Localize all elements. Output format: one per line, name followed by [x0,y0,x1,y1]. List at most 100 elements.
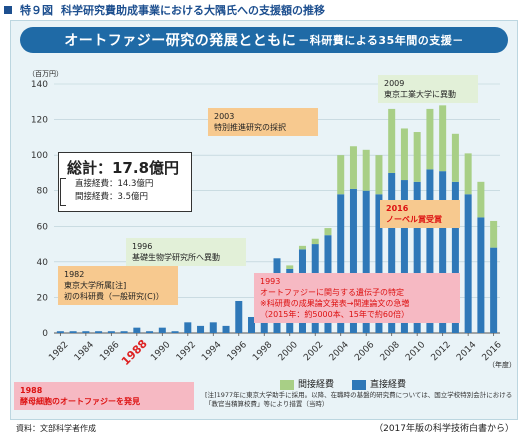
bar-indirect [324,228,332,236]
y-tick-label: 80 [37,187,49,197]
legend-direct: 直接経費 [352,377,406,390]
note-2009-year: 2009 [384,79,405,88]
bar-indirect [464,153,472,195]
bar-indirect [413,132,421,182]
bar-direct [451,181,459,333]
bar-indirect [362,149,370,191]
note-1996-year: 1996 [132,242,153,251]
bar-direct [388,172,396,333]
bar-direct [439,171,447,333]
bar-direct [362,190,370,333]
x-tick-label: 2000 [277,340,300,363]
bar-direct [158,327,166,333]
bar-indirect [426,108,434,170]
title-marker-icon [4,6,12,14]
bar-direct [69,331,77,333]
bar-indirect [388,108,396,173]
legend-indirect: 間接経費 [280,377,334,390]
note-1982-line2: 初の科研費（一般研究(C)） [64,292,164,301]
note-2009-line1: 東京工業大学に異動 [384,90,456,99]
bar-direct [95,331,103,333]
chart-banner: オートファジー研究の発展とともに －科研費による35年間の支援－ [20,27,508,53]
x-tick-label: 1990 [149,340,172,363]
y-tick-label: 0 [42,329,48,339]
x-tick-label: 1996 [226,340,249,363]
y-tick-label: 40 [37,258,49,268]
bar-direct [209,322,217,333]
note-2016: 2016 ノーベル賞受賞 [380,200,460,228]
bar-direct [426,169,434,333]
x-tick-label: 1984 [73,340,96,363]
bar-direct [222,325,230,333]
bar-indirect [349,146,357,189]
bar-direct [184,322,192,333]
bar-direct [171,331,179,333]
note-1982: 1982 東京大学所属[注] 初の科研費（一般研究(C)） [58,266,178,305]
y-axis-unit: （百万円） [28,70,63,78]
x-tick-label: 1982 [47,340,70,363]
note-1993: 1993 オートファジーに関与する遺伝子の特定 ※科研費の成果論文発表→関連論文… [254,273,460,323]
bar-indirect [298,245,306,250]
y-tick-label: 60 [37,222,49,232]
bar-indirect [311,238,319,245]
y-tick-label: 20 [37,293,49,303]
note-1996-line1: 基礎生物学研究所へ異動 [132,253,220,262]
note-2003-year: 2003 [214,112,235,121]
bar-indirect [451,133,459,182]
footnote: [注]1977年に東京大学助手に採用。以降、在職時の基盤的研究費については、国立… [205,391,513,408]
x-tick-label: 2012 [430,340,453,363]
bar-indirect [337,155,345,195]
legend-direct-label: 直接経費 [370,380,407,390]
bar-indirect [400,128,408,181]
y-tick-label: 100 [31,151,48,161]
bar-indirect [286,265,294,269]
note-2009: 2009 東京工業大学に異動 [378,75,478,103]
source-text: 資料：文部科学者作成 [16,424,96,433]
x-tick-label: 1994 [200,340,223,363]
x-tick-label: 2002 [302,340,325,363]
total-box: 総計：17.8億円 直接経費：14.3億円 間接経費：3.5億円 [58,152,192,212]
note-1993-year: 1993 [260,277,281,286]
banner-main: オートファジー研究の発展とともに [64,33,297,49]
total-label: 総計：17.8億円 [67,159,180,177]
legend-indirect-label: 間接経費 [298,380,335,390]
note-2003: 2003 特別推進研究の採択 [208,108,318,136]
bar-indirect [375,155,383,195]
x-tick-label: 1986 [98,340,121,363]
banner-sub: －科研費による35年間の支援－ [298,34,464,47]
figure-label: 特９図 [20,4,53,17]
bar-direct [337,194,345,333]
x-tick-label: 2006 [353,340,376,363]
y-tick-label: 140 [31,80,48,90]
x-tick-label-highlight: 1988 [119,337,150,368]
bar-direct [477,217,485,333]
x-tick-label: 2008 [379,340,402,363]
indirect-total: 間接経費：3.5億円 [75,192,149,202]
note-1982-year: 1982 [64,270,85,279]
direct-total: 直接経費：14.3億円 [75,179,154,189]
x-tick-label: 2014 [455,340,478,363]
bar-direct [235,300,243,333]
bar-indirect [477,181,485,218]
note-1993-line2: ※科研費の成果論文発表→関連論文の急増 [260,299,410,308]
note-2016-line1: ノーベル賞受賞 [386,215,442,224]
bar-direct [400,180,408,333]
citation-text: （2017年版の科学技術白書から） [374,424,514,434]
bar-direct [146,331,154,333]
note-1988: 1988 酵母細胞のオートファジーを発見 [14,382,194,410]
note-1988-year: 1988 [20,386,43,395]
x-tick-label: 1998 [251,340,274,363]
bar-direct [413,181,421,333]
bar-direct [375,194,383,333]
figure-title: 特９図 科学研究費助成事業における大隅氏への支援額の推移 [4,2,325,18]
bar-direct [133,327,141,333]
bar-direct [464,194,472,333]
bar-direct [56,331,64,333]
bar-indirect [439,105,447,172]
figure-title-text: 科学研究費助成事業における大隅氏への支援額の推移 [61,4,325,17]
legend-direct-swatch [352,379,367,390]
note-1993-line1: オートファジーに関与する遺伝子の特定 [260,288,404,297]
note-1988-line1: 酵母細胞のオートファジーを発見 [20,397,140,406]
bar-direct [82,331,90,333]
x-axis-unit: （年度） [488,361,516,369]
